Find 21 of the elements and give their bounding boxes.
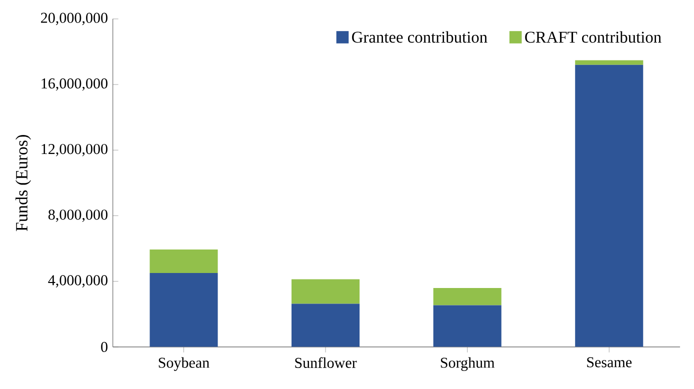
y-tick-label: 8,000,000 <box>48 210 108 222</box>
y-tick-label: 16,000,000 <box>42 78 108 91</box>
y-tick-label: 12,000,000 <box>42 144 108 156</box>
x-tick-label: Sorghum <box>440 357 495 371</box>
y-axis-title: Funds (Euros) <box>15 134 31 232</box>
x-tick-label: Soybean <box>158 357 210 371</box>
legend-label: Grantee contribution <box>352 31 488 43</box>
x-tick-label: Sunflower <box>295 357 357 368</box>
x-tick-label: Sesame <box>587 357 632 368</box>
legend-label: CRAFT contribution <box>525 31 662 43</box>
bar <box>292 304 360 347</box>
bar <box>433 288 502 306</box>
y-tick-label: 0 <box>101 342 108 352</box>
bar <box>150 272 218 347</box>
y-tick-label: 20,000,000 <box>41 12 108 26</box>
bar <box>433 305 502 347</box>
bar <box>575 64 644 347</box>
bar <box>575 60 644 65</box>
y-tick-label: 4,000,000 <box>48 275 108 288</box>
bar <box>292 279 360 304</box>
bar <box>150 249 218 273</box>
